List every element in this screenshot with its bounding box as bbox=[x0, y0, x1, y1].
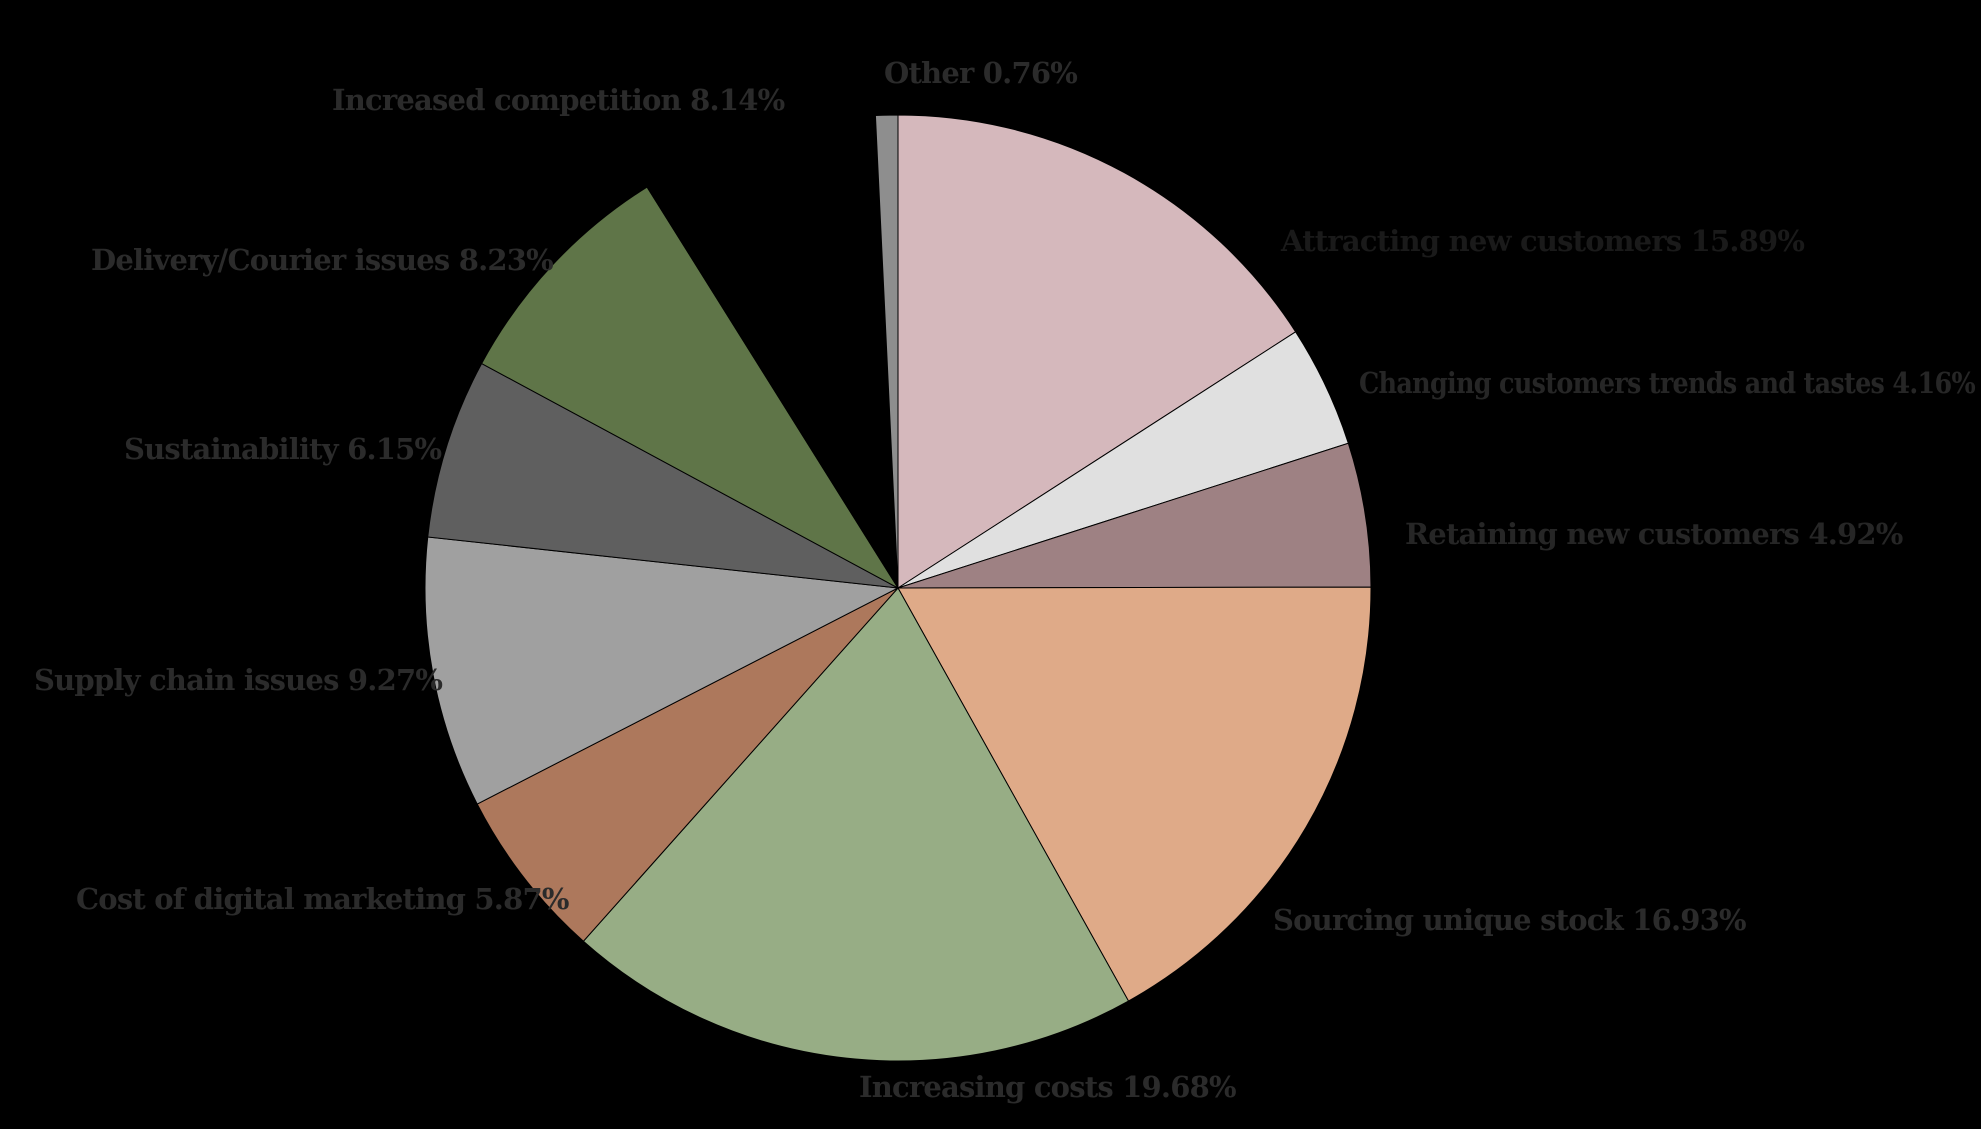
pie-slice-increased-competition bbox=[646, 115, 899, 590]
pie-labels: Attracting new customers 15.89% Changing … bbox=[34, 56, 1976, 1104]
slice-label-increased-competition: Increased competition 8.14% bbox=[332, 83, 785, 117]
slice-label-increasing-costs: Increasing costs 19.68% bbox=[859, 1070, 1236, 1104]
pie-slice-attracting-new-customers bbox=[897, 114, 1297, 589]
pie-slice-increasing-costs bbox=[582, 587, 1130, 1062]
slice-label-supply-chain-issues: Supply chain issues 9.27% bbox=[34, 663, 442, 697]
pie-slice-sustainability bbox=[427, 362, 899, 589]
pie-slices bbox=[424, 114, 1372, 1062]
slice-label-sustainability: Sustainability 6.15% bbox=[124, 432, 442, 466]
slice-label-other: Other 0.76% bbox=[884, 56, 1077, 90]
slice-label-delivery-courier-issues: Delivery/Courier issues 8.23% bbox=[91, 243, 553, 277]
slice-label-changing-customers-trends-and-tastes: Changing customers trends and tastes 4.1… bbox=[1359, 366, 1975, 400]
pie-slice-retaining-new-customers bbox=[897, 442, 1372, 589]
pie-slice-other bbox=[874, 114, 899, 589]
slice-label-attracting-new-customers: Attracting new customers 15.89% bbox=[1280, 224, 1804, 258]
pie-slice-supply-chain-issues bbox=[424, 536, 900, 805]
pie-slice-cost-of-digital-marketing bbox=[476, 587, 899, 942]
slice-label-sourcing-unique-stock: Sourcing unique stock 16.93% bbox=[1273, 903, 1746, 937]
pie-slice-sourcing-unique-stock bbox=[897, 586, 1372, 1002]
pie-slice-delivery-courier-issues bbox=[480, 186, 900, 590]
slice-label-cost-of-digital-marketing: Cost of digital marketing 5.87% bbox=[76, 882, 569, 916]
slice-label-retaining-new-customers: Retaining new customers 4.92% bbox=[1405, 517, 1903, 551]
